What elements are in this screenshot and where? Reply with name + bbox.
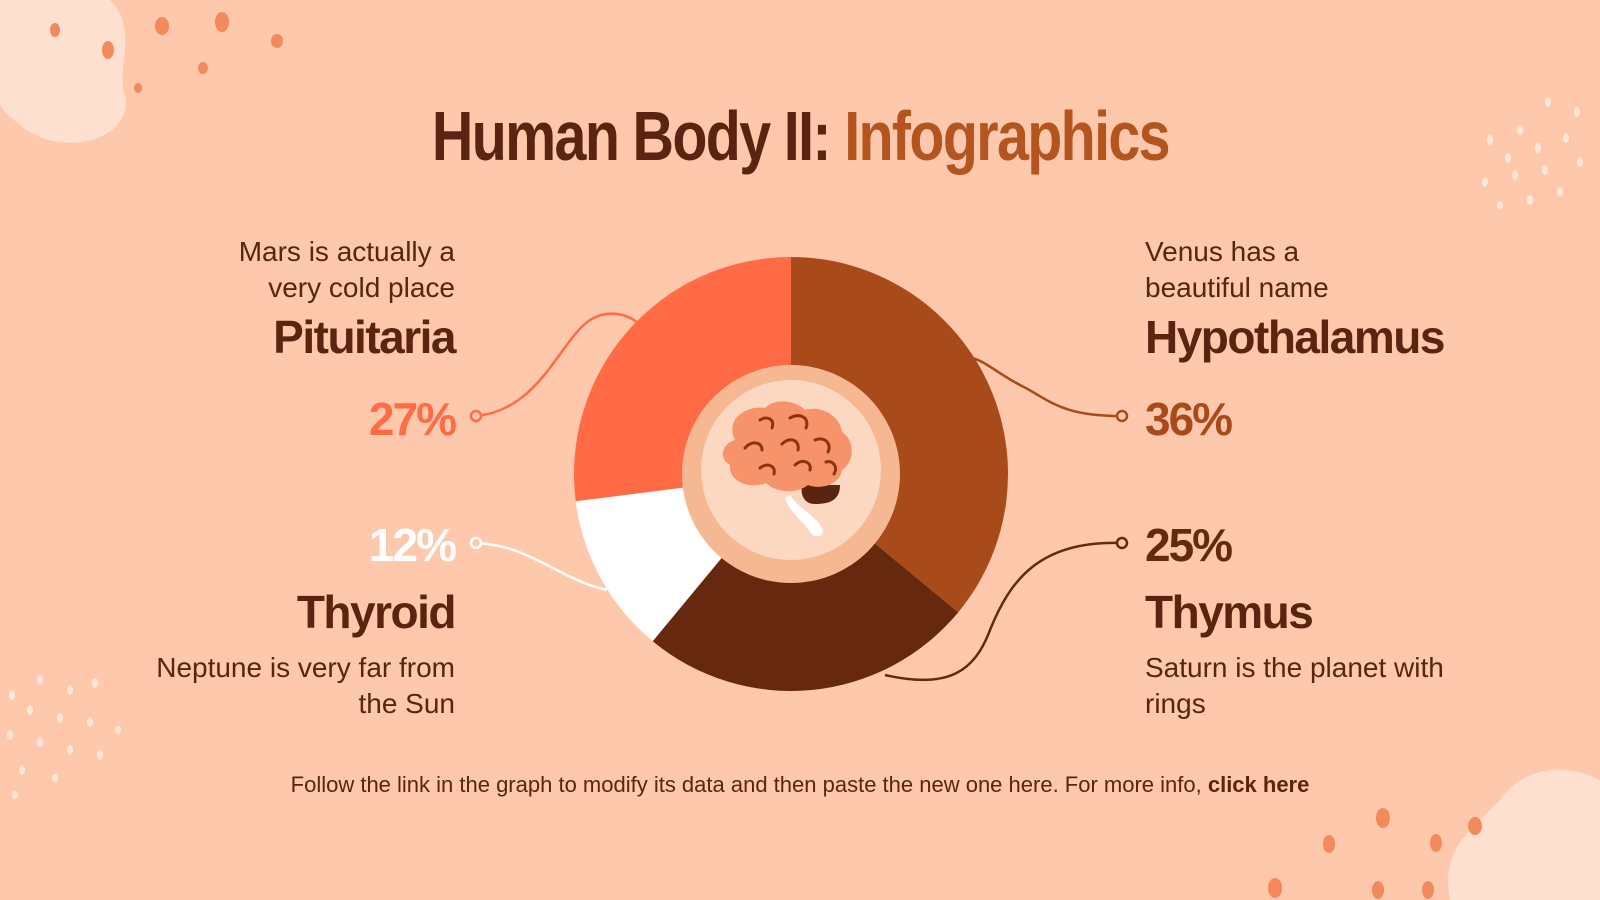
label-block: Venus has a beautiful name Hypothalamus 36… [1145,0,1475,900]
label-block: Neptune is very far from the Sun Thyroid 1… [125,0,457,900]
description: Mars is actually a very cold place [238,236,455,303]
label-block: Saturn is the planet with rings Thymus 25% [1145,0,1475,900]
footer-link[interactable]: click here [1207,772,1310,797]
donut [574,257,1008,691]
connector-dot [469,409,483,423]
connector-dot [1115,536,1129,550]
footer-text: Follow the link in the graph to modify i… [290,772,1208,797]
category-name: Pituitaria [273,311,456,363]
title-accent: Infographics [843,97,1170,175]
title-main: Human Body II: [431,97,831,175]
connector-line [475,312,641,418]
donut-segment [791,257,1008,613]
connector-line [967,355,1123,418]
donut-segment [574,257,791,502]
value-label: 12% [368,519,457,571]
connector-line [884,541,1123,682]
label-block: Mars is actually a very cold place Pituit… [125,0,457,900]
connectors [469,312,1129,682]
category-name: Thyroid [296,586,457,638]
value-label: 36% [1145,393,1233,445]
description: Neptune is very far from the Sun [156,652,455,719]
value-label: 25% [1145,519,1233,571]
donut-segment [652,542,959,691]
center-icon [682,365,900,583]
value-label: 27% [368,393,457,445]
category-name: Thymus [1145,586,1314,638]
donut-segment [575,487,723,642]
description: Saturn is the planet with rings [1145,652,1444,719]
connector-dot [1115,409,1129,423]
footer: Follow the link in the graph to modify i… [0,772,1600,798]
title: Human Body II: Infographics [0,96,1600,176]
description: Venus has a beautiful name [1145,236,1329,303]
connector-dot [469,536,483,550]
connector-line [475,541,608,592]
category-name: Hypothalamus [1145,311,1445,363]
